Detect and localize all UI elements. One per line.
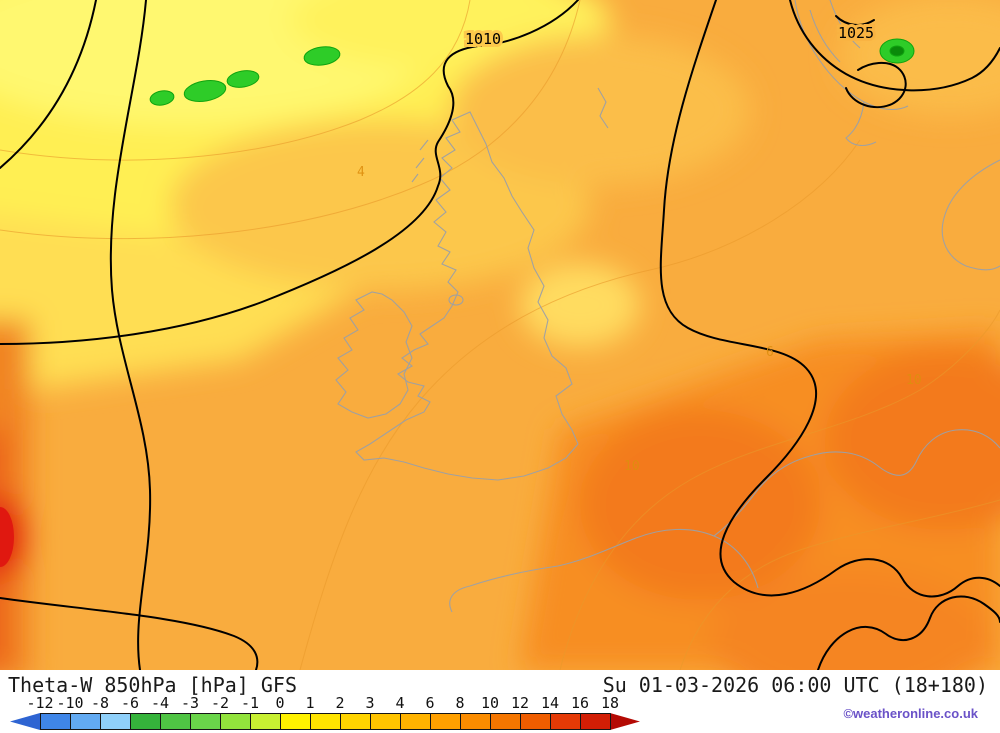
colorbar-segment bbox=[10, 713, 40, 730]
colorbar-tick-label: 18 bbox=[600, 694, 620, 712]
weather-map-image: 1010 1025 4 6 10 10 bbox=[0, 0, 1000, 670]
coastlines bbox=[335, 0, 1000, 613]
theta-w-color-bands bbox=[0, 0, 1000, 670]
value-label: 4 bbox=[357, 165, 365, 180]
footer: Theta-W 850hPa [hPa] GFS Su 01-03-2026 0… bbox=[0, 670, 1000, 733]
colorbar-tick-label: -6 bbox=[120, 694, 140, 712]
colorbar-segment bbox=[340, 713, 370, 730]
green-cold-patches bbox=[149, 38, 915, 106]
colorbar-tick-label: 10 bbox=[480, 694, 500, 712]
theta-w-value-labels: 4 6 10 10 bbox=[357, 165, 922, 474]
weather-map: 1010 1025 4 6 10 10 bbox=[0, 0, 1000, 670]
colorbar-tick-label: -3 bbox=[180, 694, 200, 712]
colorbar-tick-label: 16 bbox=[570, 694, 590, 712]
copyright-text: ©weatheronline.co.uk bbox=[843, 706, 978, 721]
map-timestamp: Su 01-03-2026 06:00 UTC (18+180) bbox=[602, 673, 988, 697]
map-title: Theta-W 850hPa [hPa] GFS bbox=[8, 673, 297, 697]
colorbar-segment bbox=[100, 713, 130, 730]
isobar-label-1010: 1010 bbox=[465, 30, 501, 48]
colorbar-tick-label: -4 bbox=[150, 694, 170, 712]
colorbar-segment bbox=[370, 713, 400, 730]
isobar-label-1025: 1025 bbox=[838, 24, 874, 42]
colorbar-tick-label: 12 bbox=[510, 694, 530, 712]
colorbar-tick-label: -12 bbox=[26, 694, 54, 712]
isobar-lines bbox=[0, 0, 1000, 670]
colorbar-segment bbox=[490, 713, 520, 730]
colorbar-tick-label: -1 bbox=[240, 694, 260, 712]
colorbar-segment bbox=[460, 713, 490, 730]
colorbar-tick-label: 8 bbox=[455, 694, 465, 712]
colorbar-tick-label: 4 bbox=[395, 694, 405, 712]
colorbar-segments bbox=[10, 713, 670, 730]
colorbar-segment bbox=[190, 713, 220, 730]
colorbar-segment bbox=[310, 713, 340, 730]
colorbar-segment bbox=[250, 713, 280, 730]
colorbar-segment bbox=[550, 713, 580, 730]
colorbar-segment bbox=[400, 713, 430, 730]
value-label: 10 bbox=[906, 373, 922, 388]
colorbar-segment bbox=[430, 713, 460, 730]
colorbar-segment bbox=[520, 713, 550, 730]
warm-red-cell bbox=[0, 507, 14, 567]
colorbar-segment bbox=[220, 713, 250, 730]
colorbar-tick-label: 2 bbox=[335, 694, 345, 712]
colorbar-tick-label: -10 bbox=[56, 694, 84, 712]
colorbar-tick-label: -8 bbox=[90, 694, 110, 712]
colorbar-segment bbox=[580, 713, 610, 730]
colorbar-segment bbox=[40, 713, 70, 730]
colorbar-tick-label: 3 bbox=[365, 694, 375, 712]
colorbar-tick-label: 14 bbox=[540, 694, 560, 712]
value-label: 10 bbox=[624, 459, 640, 474]
colorbar-tick-label: 6 bbox=[425, 694, 435, 712]
footer-title-row: Theta-W 850hPa [hPa] GFS Su 01-03-2026 0… bbox=[0, 670, 1000, 698]
colorbar-segment bbox=[130, 713, 160, 730]
value-label: 6 bbox=[766, 345, 774, 360]
colorbar-tick-labels: -12 -10 -8 -6 -4 -3 -2 -1 0 1 2 3 4 6 8 10 12 14 16 18 bbox=[10, 694, 670, 712]
colorbar: -12 -10 -8 -6 -4 -3 -2 -1 0 1 2 3 4 6 8 10 12 14 16 18 bbox=[10, 694, 670, 730]
colorbar-segment bbox=[610, 713, 640, 730]
colorbar-segment bbox=[280, 713, 310, 730]
colorbar-tick-label: 1 bbox=[305, 694, 315, 712]
colorbar-tick-label: 0 bbox=[275, 694, 285, 712]
theta-w-contours bbox=[0, 0, 1000, 670]
colorbar-tick-label: -2 bbox=[210, 694, 230, 712]
colorbar-segment bbox=[160, 713, 190, 730]
colorbar-segment bbox=[70, 713, 100, 730]
